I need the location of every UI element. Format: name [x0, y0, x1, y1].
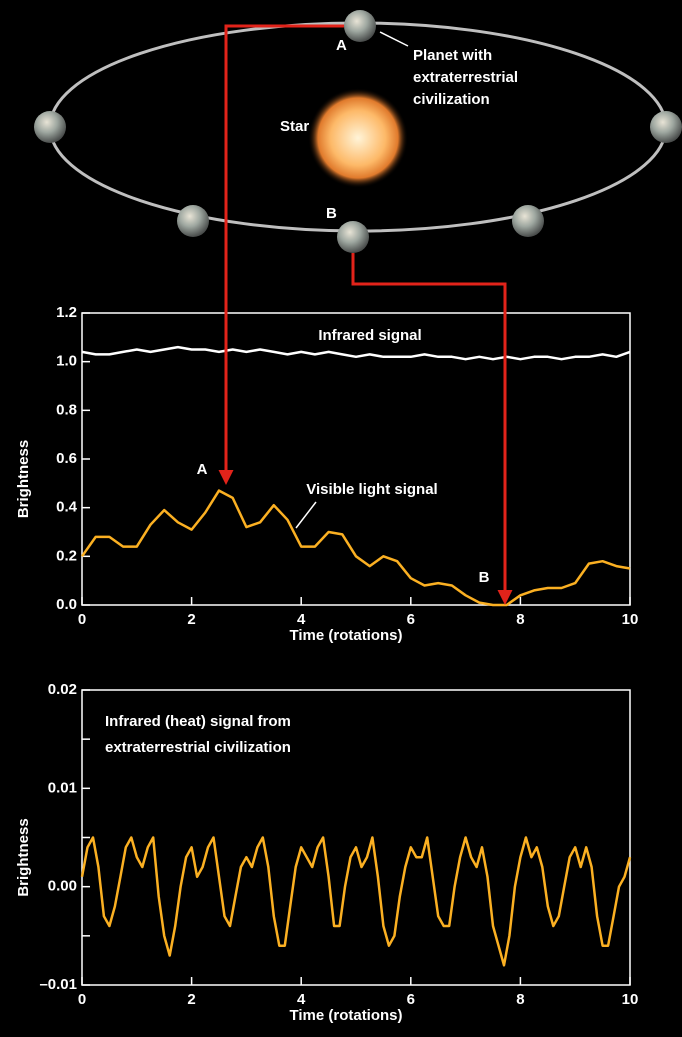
annotation: Infrared signal: [318, 327, 421, 344]
y-tick-label: 1.0: [56, 353, 77, 370]
y-axis-title: Brightness: [15, 818, 32, 896]
annotation: A: [197, 461, 208, 478]
planet-label: civilization: [413, 91, 490, 108]
leader: [295, 501, 317, 529]
plots: 0.0 0.2 0.4 0.6 0.8 1.0 1.2 0 2 4 6 8 10 Time (rotati…: [15, 304, 638, 1024]
x-tick-label: 2: [187, 611, 195, 628]
arrow: [351, 253, 513, 605]
star-label: Star: [280, 118, 309, 135]
label-a: A: [336, 37, 347, 54]
annotation: B: [479, 569, 490, 586]
label-b: B: [326, 205, 337, 222]
y-tick-label: 0.00: [48, 878, 77, 895]
planet-label: Planet with: [413, 47, 492, 64]
leader: [379, 31, 409, 47]
y-tick-label: 0.4: [56, 499, 78, 516]
x-tick-label: 10: [622, 611, 639, 628]
x-tick-label: 10: [622, 991, 639, 1008]
x-axis-title: Time (rotations): [289, 1007, 402, 1024]
series-line: [80, 836, 632, 967]
y-tick-label: 0.6: [56, 450, 77, 467]
plot-frame: [81, 689, 631, 986]
planet: [512, 205, 544, 237]
planet: [337, 221, 369, 253]
star: [308, 88, 408, 188]
x-tick-label: 6: [407, 991, 415, 1008]
y-tick-label: –0.01: [39, 976, 77, 993]
y-tick-label: 0.01: [48, 779, 77, 796]
x-tick-label: 4: [297, 611, 306, 628]
x-tick-label: 0: [78, 611, 86, 628]
x-tick-label: 8: [516, 991, 524, 1008]
y-tick-label: 0.2: [56, 547, 77, 564]
annotation: Infrared (heat) signal from: [105, 713, 291, 730]
y-tick-label: 1.2: [56, 304, 77, 321]
series-line: [81, 345, 631, 361]
y-tick-label: 0.8: [56, 401, 77, 418]
planet: [650, 111, 682, 143]
y-axis-title: Brightness: [15, 440, 32, 518]
planet-label: extraterrestrial: [413, 69, 518, 86]
x-tick-label: 0: [78, 991, 86, 1008]
x-tick-label: 2: [187, 991, 195, 1008]
orbit-diagram: A B Star Planet with extraterrestrial ci…: [34, 10, 682, 253]
annotation: Visible light signal: [306, 481, 437, 498]
x-tick-label: 8: [516, 611, 524, 628]
series-line: [80, 489, 631, 607]
planet: [177, 205, 209, 237]
x-axis-title: Time (rotations): [289, 627, 402, 644]
x-tick-label: 4: [297, 991, 306, 1008]
x-tick-label: 6: [407, 611, 415, 628]
planet: [344, 10, 376, 42]
annotation: extraterrestrial civilization: [105, 739, 291, 756]
arrow: [218, 24, 344, 485]
planet: [34, 111, 66, 143]
y-tick-label: 0.02: [48, 681, 77, 698]
y-tick-label: 0.0: [56, 596, 77, 613]
